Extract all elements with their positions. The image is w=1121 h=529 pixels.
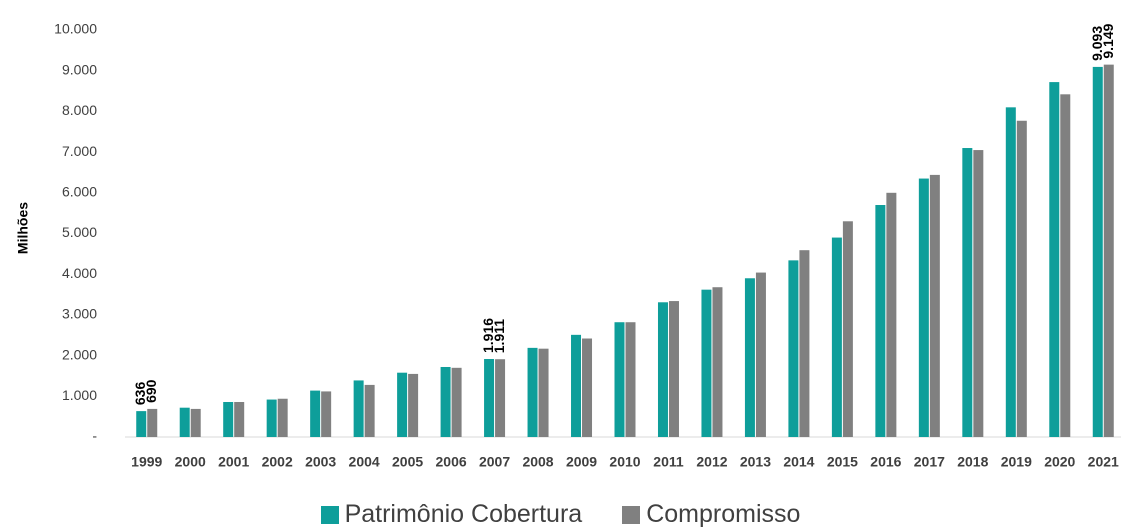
y-tick-label: 2.000 <box>62 346 97 362</box>
y-tick-label: 9.000 <box>62 61 97 77</box>
bar-patrimonio-2020 <box>1049 82 1060 437</box>
bar-patrimonio-2016 <box>875 205 886 437</box>
y-tick-label: 8.000 <box>62 102 97 118</box>
x-tick-label: 1999 <box>131 454 162 470</box>
data-label: 690 <box>143 379 159 403</box>
bar-patrimonio-2012 <box>701 289 712 437</box>
x-tick-label: 2011 <box>653 454 684 470</box>
legend-label-compromisso: Compromisso <box>646 500 801 528</box>
x-tick-label: 2000 <box>175 454 206 470</box>
bar-patrimonio-2011 <box>657 302 668 437</box>
x-axis-tick-labels: 1999 2000 2001 2002 2003 2004 2005 2006 2007 2008… <box>131 454 1119 470</box>
y-tick-label: 3.000 <box>62 306 97 322</box>
bar-patrimonio-2007 <box>484 359 495 437</box>
bar-patrimonio-2008 <box>527 347 538 437</box>
x-tick-label: 2003 <box>305 454 336 470</box>
x-tick-label: 2006 <box>436 454 467 470</box>
x-tick-label: 2004 <box>349 454 380 470</box>
bar-patrimonio-2014 <box>788 260 799 437</box>
x-tick-label: 2016 <box>870 454 901 470</box>
x-tick-label: 2005 <box>392 454 423 470</box>
bar-compromisso-2013 <box>755 272 766 437</box>
bar-compromisso-2009 <box>582 338 593 437</box>
x-tick-label: 2021 <box>1088 454 1119 470</box>
bar-compromisso-2017 <box>929 174 940 437</box>
bar-compromisso-2000 <box>190 408 201 437</box>
x-tick-label: 2019 <box>1001 454 1032 470</box>
bars <box>136 64 1114 438</box>
bar-compromisso-2014 <box>799 250 810 437</box>
bar-compromisso-2008 <box>538 348 549 437</box>
bar-compromisso-2012 <box>712 287 723 437</box>
y-tick-label: 6.000 <box>62 184 97 200</box>
bar-patrimonio-2010 <box>614 322 625 437</box>
x-tick-label: 2010 <box>609 454 640 470</box>
bar-compromisso-2003 <box>321 391 332 437</box>
bar-compromisso-2019 <box>1016 120 1027 438</box>
x-tick-label: 2012 <box>696 454 727 470</box>
legend-label-patrimonio: Patrimônio Cobertura <box>344 500 583 528</box>
bar-compromisso-2001 <box>234 401 245 437</box>
x-tick-label: 2013 <box>740 454 771 470</box>
x-tick-label: 2018 <box>957 454 988 470</box>
y-tick-label: 10.000 <box>54 21 97 37</box>
x-tick-label: 2002 <box>262 454 293 470</box>
bar-patrimonio-2018 <box>962 148 973 437</box>
bar-patrimonio-2001 <box>223 401 234 437</box>
bar-patrimonio-2019 <box>1005 107 1016 437</box>
bar-compromisso-2020 <box>1060 94 1071 437</box>
y-axis-ticks: - 1.000 2.000 3.000 4.000 5.000 6.000 7.000 8.00… <box>54 21 97 444</box>
legend-swatch-compromisso <box>622 505 641 524</box>
bar-compromisso-2010 <box>625 322 636 437</box>
bar-compromisso-2005 <box>408 373 419 437</box>
y-tick-label: 5.000 <box>62 224 97 240</box>
bar-compromisso-2016 <box>886 192 897 437</box>
bar-patrimonio-2005 <box>397 372 408 437</box>
x-tick-label: 2001 <box>218 454 249 470</box>
bar-patrimonio-2000 <box>179 407 190 437</box>
x-tick-label: 2007 <box>479 454 510 470</box>
data-label: 9.149 <box>1100 23 1116 58</box>
y-tick-label: - <box>92 428 97 444</box>
y-tick-label: 1.000 <box>62 387 97 403</box>
data-label: 1.911 <box>491 319 507 353</box>
data-label: 636 <box>132 382 148 406</box>
x-tick-label: 2009 <box>566 454 597 470</box>
x-tick-label: 2017 <box>914 454 945 470</box>
x-tick-label: 2015 <box>827 454 858 470</box>
bar-compromisso-2006 <box>451 367 462 437</box>
bar-patrimonio-2006 <box>440 366 451 437</box>
bar-compromisso-2004 <box>364 384 375 437</box>
y-axis-label: Milhões <box>15 202 31 254</box>
bar-patrimonio-1999 <box>136 411 147 437</box>
bar-patrimonio-2004 <box>353 380 364 437</box>
legend-item-patrimonio: Patrimônio Cobertura <box>320 500 583 529</box>
x-tick-label: 2014 <box>783 454 814 470</box>
bar-compromisso-2002 <box>277 398 288 437</box>
bar-compromisso-2018 <box>973 150 984 437</box>
data-label: 9.093 <box>1089 26 1105 61</box>
legend: Patrimônio Cobertura Compromisso <box>0 500 1121 529</box>
bar-compromisso-2011 <box>668 301 679 437</box>
x-tick-label: 2020 <box>1044 454 1075 470</box>
legend-item-compromisso: Compromisso <box>622 500 800 529</box>
bar-compromisso-2015 <box>842 221 853 437</box>
x-tick-label: 2008 <box>522 454 553 470</box>
bar-patrimonio-2015 <box>831 237 842 437</box>
y-tick-label: 4.000 <box>62 265 97 281</box>
legend-swatch-patrimonio <box>320 505 339 524</box>
data-label: 1.916 <box>480 318 496 353</box>
bar-patrimonio-2017 <box>918 178 929 437</box>
bar-patrimonio-2021 <box>1092 66 1103 437</box>
bar-compromisso-1999 <box>147 408 158 437</box>
bar-compromisso-2007 <box>495 359 506 437</box>
bar-patrimonio-2003 <box>310 390 321 437</box>
bar-patrimonio-2002 <box>266 399 277 437</box>
bar-patrimonio-2013 <box>744 278 755 437</box>
bar-patrimonio-2009 <box>571 334 582 437</box>
y-tick-label: 7.000 <box>62 143 97 159</box>
bar-compromisso-2021 <box>1103 64 1114 438</box>
